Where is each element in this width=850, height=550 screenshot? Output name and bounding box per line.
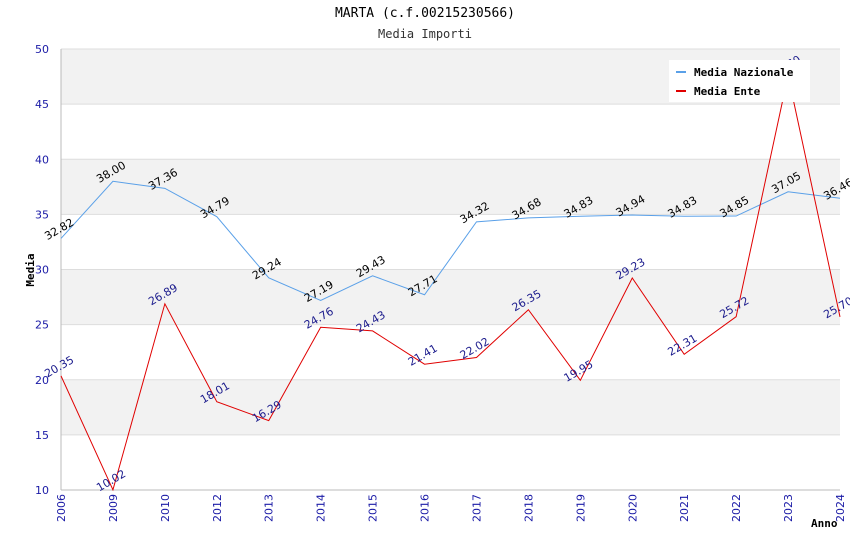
legend-box: [669, 60, 810, 102]
y-tick-label: 20: [35, 374, 49, 387]
grid-bands: [61, 49, 840, 490]
chart-title: MARTA (c.f.00215230566): [334, 6, 515, 21]
chart-subtitle: Media Importi: [378, 27, 472, 41]
x-tick-label: 2013: [263, 494, 276, 522]
x-tick-label: 2015: [367, 494, 380, 522]
grid-band: [61, 434, 840, 490]
grid-band: [61, 214, 840, 270]
y-tick-label: 25: [35, 319, 49, 332]
x-tick-label: 2012: [211, 494, 224, 522]
grid-band: [61, 159, 840, 215]
x-tick-label: 2010: [159, 494, 172, 522]
grid-band: [61, 104, 840, 160]
x-axis-label: Anno: [811, 517, 838, 530]
y-tick-label: 40: [35, 153, 49, 166]
x-tick-label: 2019: [574, 494, 587, 522]
grid-band: [61, 324, 840, 380]
x-tick-label: 2021: [678, 494, 691, 522]
x-tick-label: 2024: [834, 494, 847, 522]
grid-band: [61, 269, 840, 325]
legend-entry: Media Nazionale: [694, 66, 794, 79]
x-tick-label: 2018: [522, 494, 535, 522]
x-tick-label: 2022: [730, 494, 743, 522]
x-tick-label: 2023: [782, 494, 795, 522]
grid-lines: [61, 48, 840, 491]
y-tick-label: 35: [35, 208, 49, 221]
x-tick-label: 2017: [470, 494, 483, 522]
series-line-0: [60, 180, 841, 302]
y-ticks: 10 15 20 25 30 35 40 45 50: [35, 43, 49, 497]
x-tick-label: 2006: [55, 494, 68, 522]
axes: [60, 49, 840, 491]
x-ticks: 2006 2009 2010 2012 2013 2014 2015 2016 2017 2018…: [55, 494, 847, 522]
y-tick-label: 15: [35, 429, 49, 442]
y-tick-label: 30: [35, 264, 49, 277]
x-tick-label: 2014: [315, 494, 328, 522]
x-tick-label: 2020: [626, 494, 639, 522]
y-axis-label: Media: [24, 253, 37, 286]
y-tick-label: 50: [35, 43, 49, 56]
legend-entry: Media Ente: [694, 85, 761, 98]
series-lines: [60, 75, 841, 492]
y-tick-label: 45: [35, 98, 49, 111]
grid-band: [61, 379, 840, 435]
y-tick-label: 10: [35, 484, 49, 497]
x-tick-label: 2016: [419, 494, 432, 522]
legend: Media Nazionale Media Ente: [669, 60, 810, 102]
x-tick-label: 2009: [107, 494, 120, 522]
series-line-1: [60, 75, 841, 492]
